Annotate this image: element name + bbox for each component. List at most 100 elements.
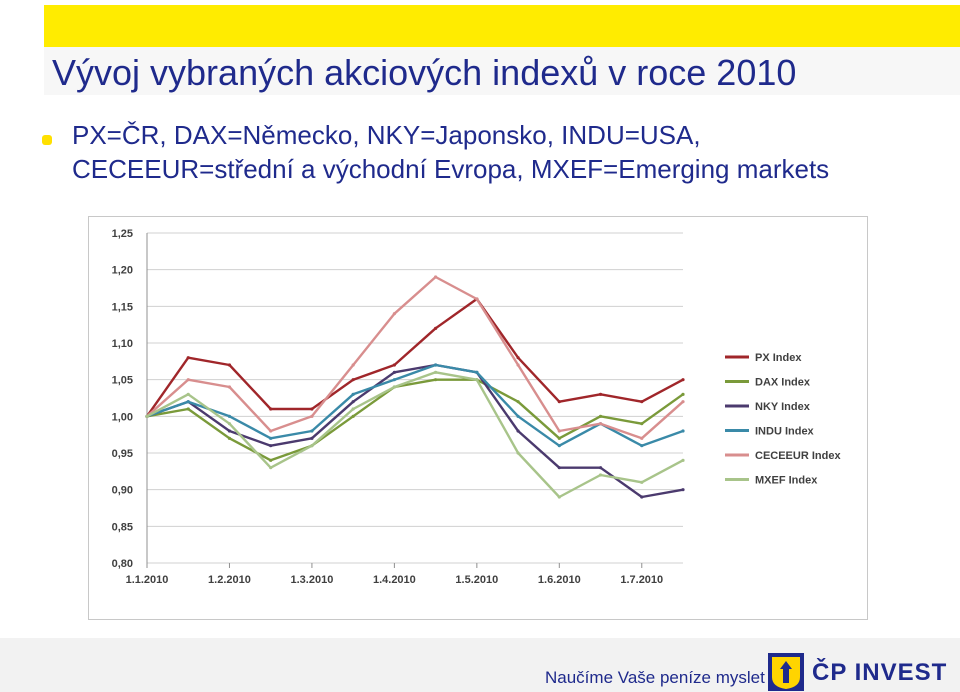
chart-grid	[146, 232, 683, 564]
series-point	[269, 429, 273, 433]
y-axis-ticks: 0,80 0,85 0,90 0,95 1,00 1,05 1,10 1,15 1,20 1,25	[112, 228, 133, 570]
series-point	[516, 414, 520, 418]
series-point	[475, 378, 479, 382]
series-point	[392, 363, 396, 367]
series-point	[351, 378, 355, 382]
series-point	[434, 370, 438, 374]
series-point	[598, 392, 603, 396]
y-tick-label: 1,05	[112, 375, 133, 387]
series-point	[392, 312, 396, 316]
legend-label: CECEEUR Index	[755, 450, 841, 462]
series-line	[146, 275, 684, 440]
legend-label: DAX Index	[755, 377, 811, 389]
series-point	[392, 370, 396, 374]
series-point	[598, 473, 603, 477]
series-line	[146, 363, 684, 499]
x-tick-label: 1.4.2010	[373, 574, 416, 586]
series-point	[681, 400, 685, 404]
series-point	[557, 400, 561, 404]
series-point	[475, 370, 479, 374]
x-tick-label: 1.6.2010	[538, 574, 581, 586]
series-point	[640, 436, 644, 440]
series-point	[681, 488, 685, 492]
series-point	[269, 436, 273, 440]
series-point	[351, 400, 355, 404]
series-point	[186, 356, 190, 360]
x-tick-label: 1.3.2010	[291, 574, 334, 586]
series-point	[434, 275, 438, 279]
series-point	[434, 378, 438, 382]
series-point	[681, 378, 685, 382]
slide-title: Vývoj vybraných akciových indexů v roce …	[52, 52, 797, 93]
series-point	[186, 378, 190, 382]
x-axis-ticks: 1.1.2010 1.2.2010 1.3.2010 1.4.2010 1.5.2010…	[126, 563, 663, 586]
series-point	[434, 326, 438, 330]
y-tick-label: 1,25	[112, 228, 133, 240]
y-tick-label: 1,00	[112, 411, 133, 423]
series-point	[145, 414, 149, 418]
series-point	[640, 480, 644, 484]
series-line	[146, 378, 684, 462]
series-point	[351, 407, 355, 411]
cp-invest-logo-icon	[768, 653, 804, 691]
series-point	[186, 392, 190, 396]
series-point	[269, 458, 273, 462]
legend-label: MXEF Index	[755, 475, 818, 487]
series-point	[557, 495, 561, 499]
y-tick-label: 1,10	[112, 338, 133, 350]
series-point	[392, 378, 396, 382]
series-point	[269, 466, 273, 470]
legend-label: PX Index	[755, 352, 802, 364]
series-point	[310, 414, 314, 418]
series-point	[516, 400, 520, 404]
series-point	[681, 458, 685, 462]
series-point	[598, 466, 603, 470]
series-point	[227, 429, 232, 433]
series-point	[640, 495, 644, 499]
index-line-chart: 0,80 0,85 0,90 0,95 1,00 1,05 1,10 1,15 1,20 1,25…	[112, 228, 842, 586]
y-tick-label: 0,80	[112, 558, 133, 570]
series-point	[227, 422, 232, 426]
chart-legend: PX Index DAX Index NKY Index INDU Index CECE…	[725, 352, 841, 487]
series-point	[269, 444, 273, 448]
logo-text: ČP INVEST	[812, 659, 948, 686]
y-tick-label: 1,15	[112, 301, 133, 313]
legend-label: INDU Index	[755, 426, 815, 438]
top-accent-bar	[44, 5, 960, 47]
series-point	[516, 363, 520, 367]
series-point	[681, 392, 685, 396]
y-tick-label: 0,90	[112, 485, 133, 497]
series-point	[516, 429, 520, 433]
series-point	[310, 407, 314, 411]
x-tick-label: 1.1.2010	[126, 574, 169, 586]
series-point	[186, 407, 190, 411]
subtitle-line-1: PX=ČR, DAX=Německo, NKY=Japonsko, INDU=U…	[72, 120, 701, 150]
series-point	[351, 414, 355, 418]
series-point	[475, 297, 479, 301]
series-point	[557, 466, 561, 470]
series-point	[227, 414, 232, 418]
title-background-strip	[44, 47, 960, 95]
series-point	[392, 385, 396, 389]
series-line	[146, 363, 684, 447]
series-point	[557, 444, 561, 448]
bullet-marker	[42, 135, 52, 145]
x-tick-label: 1.5.2010	[455, 574, 498, 586]
series-point	[269, 407, 273, 411]
series-point	[640, 422, 644, 426]
x-tick-label: 1.7.2010	[620, 574, 663, 586]
footer-slogan: Naučíme Vaše peníze myslet	[545, 668, 765, 687]
y-tick-label: 0,85	[112, 521, 133, 533]
series-point	[351, 363, 355, 367]
series-point	[557, 436, 561, 440]
series-point	[516, 451, 520, 455]
series-point	[186, 400, 190, 404]
series-point	[227, 363, 232, 367]
series-point	[598, 414, 603, 418]
series-point	[640, 444, 644, 448]
y-tick-label: 0,95	[112, 448, 133, 460]
series-point	[351, 392, 355, 396]
series-line	[146, 297, 684, 417]
chart-frame: 0,80 0,85 0,90 0,95 1,00 1,05 1,10 1,15 1,20 1,25…	[88, 216, 868, 620]
series-point	[516, 356, 520, 360]
